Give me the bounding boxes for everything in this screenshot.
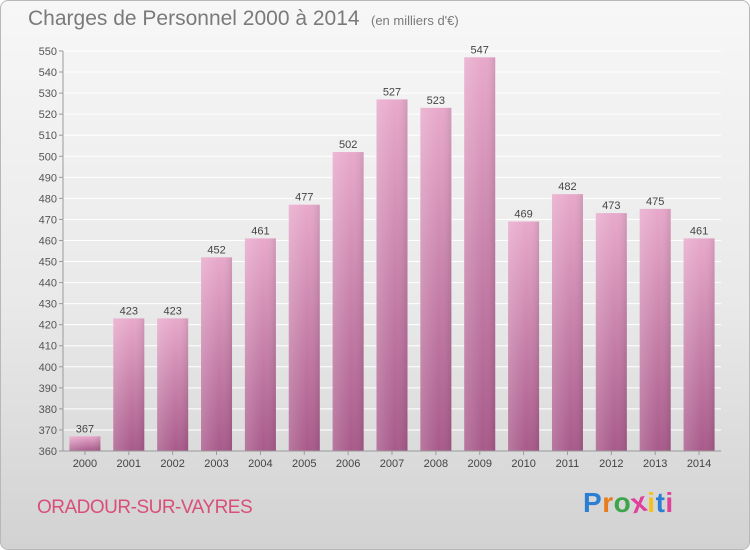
y-tick-label: 470: [39, 214, 57, 226]
y-tick-label: 430: [39, 299, 57, 311]
y-tick-label: 550: [39, 46, 57, 58]
logo-letter: P: [583, 487, 603, 518]
y-tick-label: 360: [39, 446, 57, 458]
bar-shade: [288, 204, 320, 451]
y-tick-label: 520: [39, 109, 57, 121]
bar-value-label: 547: [471, 44, 489, 56]
x-tick-label: 2005: [292, 458, 316, 470]
bar-value-label: 423: [163, 305, 181, 317]
bar-shade: [157, 318, 189, 451]
bar-value-label: 367: [76, 423, 94, 435]
y-tick-label: 400: [39, 362, 57, 374]
y-tick-label: 460: [39, 235, 57, 247]
y-tick-label: 530: [39, 88, 57, 100]
logo-letter: i: [665, 487, 674, 518]
x-tick-label: 2001: [117, 458, 141, 470]
bar-value-label: 423: [120, 305, 138, 317]
y-tick-label: 380: [39, 404, 57, 416]
bar-shade: [639, 208, 671, 451]
y-tick-label: 540: [39, 67, 57, 79]
bar-value-label: 527: [383, 86, 401, 98]
x-tick-label: 2003: [204, 458, 228, 470]
bar-shade: [464, 57, 496, 451]
bar-value-label: 477: [295, 192, 313, 204]
bar-shade: [595, 213, 627, 451]
y-tick-label: 370: [39, 425, 57, 437]
x-tick-label: 2004: [248, 458, 272, 470]
bar-shade: [420, 107, 452, 451]
y-tick-label: 420: [39, 320, 57, 332]
y-tick-label: 390: [39, 383, 57, 395]
commune-name: ORADOUR-SUR-VAYRES: [37, 497, 253, 518]
x-tick-label: 2009: [467, 458, 491, 470]
bar-shade: [244, 238, 276, 451]
bar-shade: [201, 257, 233, 451]
value-labels: 367 423 423 452 461 477 502 527 523 547 469 482 473 4…: [76, 44, 708, 435]
x-tick-label: 2010: [511, 458, 535, 470]
y-tick-label: 490: [39, 172, 57, 184]
x-tick-label: 2008: [424, 458, 448, 470]
logo-letter: t: [655, 487, 666, 518]
bar-shade: [113, 318, 145, 451]
bars: [69, 57, 715, 452]
bar-value-label: 461: [690, 225, 708, 237]
y-tick-label: 410: [39, 341, 57, 353]
x-tick-label: 2014: [687, 458, 711, 470]
proxiti-logo: Proxiti: [583, 486, 674, 520]
y-tick-label: 510: [39, 130, 57, 142]
x-tick-label: 2000: [73, 458, 97, 470]
y-tick-label: 480: [39, 193, 57, 205]
bar-value-label: 523: [427, 95, 445, 107]
y-tick-label: 440: [39, 278, 57, 290]
chart-title: Charges de Personnel 2000 à 2014: [28, 7, 360, 30]
logo-letter: i: [647, 487, 656, 518]
bar-value-label: 461: [251, 225, 269, 237]
bar-shade: [376, 99, 408, 451]
x-tick-label: 2002: [160, 458, 184, 470]
y-axis: 360 370 380 390 400 410 420 430 440 450 460 470 480 4…: [39, 46, 64, 458]
x-tick-label: 2012: [599, 458, 623, 470]
chart-subtitle: (en milliers d'€): [371, 13, 459, 28]
bar-value-label: 475: [646, 196, 664, 208]
bar-value-label: 469: [514, 209, 532, 221]
bar-shade: [332, 152, 364, 452]
bar-shade: [69, 436, 101, 451]
bar-value-label: 473: [602, 200, 620, 212]
bar-shade: [683, 238, 715, 451]
logo-letter: o: [613, 487, 632, 518]
x-tick-label: 2007: [380, 458, 404, 470]
bar-value-label: 452: [207, 244, 225, 256]
x-tick-label: 2011: [556, 458, 580, 470]
x-axis: 2000 2001 2002 2003 2004 2005 2006 2007 2008 2009…: [63, 450, 721, 470]
y-tick-label: 500: [39, 151, 57, 163]
bar-value-label: 482: [558, 181, 576, 193]
x-tick-label: 2006: [336, 458, 360, 470]
x-tick-label: 2013: [643, 458, 667, 470]
y-tick-label: 450: [39, 257, 57, 269]
bar-value-label: 502: [339, 139, 357, 151]
logo-letter: r: [602, 487, 614, 518]
bar-shade: [508, 221, 540, 451]
bar-shade: [551, 194, 583, 451]
